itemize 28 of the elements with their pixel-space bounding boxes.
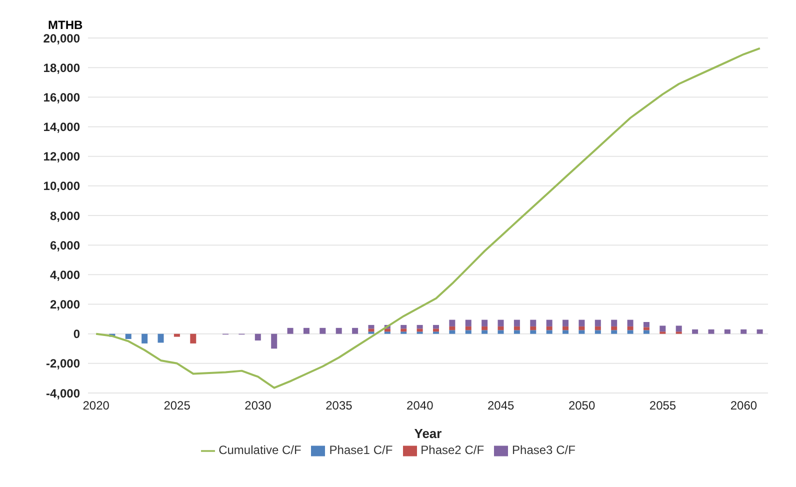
x-tick-label: 2040 bbox=[406, 398, 434, 413]
y-tick-label: 16,000 bbox=[43, 90, 80, 104]
legend-label: Phase2 C/F bbox=[420, 443, 484, 457]
legend-label: Phase1 C/F bbox=[329, 443, 393, 457]
y-tick-label: 2,000 bbox=[50, 298, 80, 312]
x-tick-label: 2055 bbox=[649, 398, 676, 413]
y-tick-label: 8,000 bbox=[50, 208, 80, 223]
y-tick-label: 12,000 bbox=[43, 150, 80, 164]
x-axis-title: Year bbox=[414, 426, 442, 441]
legend-label: Cumulative C/F bbox=[218, 443, 302, 457]
y-tick-label: -4,000 bbox=[46, 386, 80, 400]
y-tick-label: 4,000 bbox=[50, 268, 80, 282]
y-tick-label: 18,000 bbox=[43, 60, 80, 75]
y-tick-label: 10,000 bbox=[43, 179, 80, 194]
legend-label: Phase3 C/F bbox=[512, 443, 576, 457]
y-tick-label: 14,000 bbox=[43, 120, 80, 134]
x-tick-label: 2030 bbox=[244, 398, 272, 413]
y-axis-title: MTHB bbox=[48, 18, 83, 32]
y-tick-label: 20,000 bbox=[43, 31, 80, 46]
x-tick-label: 2035 bbox=[326, 398, 353, 413]
y-tick-label: 0 bbox=[73, 327, 80, 342]
x-tick-label: 2025 bbox=[164, 398, 191, 413]
x-tick-label: 2020 bbox=[82, 398, 110, 413]
y-tick-label: -2,000 bbox=[46, 356, 80, 371]
x-tick-label: 2045 bbox=[488, 398, 515, 413]
y-tick-label: 6,000 bbox=[50, 238, 80, 252]
x-tick-label: 2060 bbox=[730, 398, 758, 413]
x-tick-label: 2050 bbox=[568, 398, 596, 413]
